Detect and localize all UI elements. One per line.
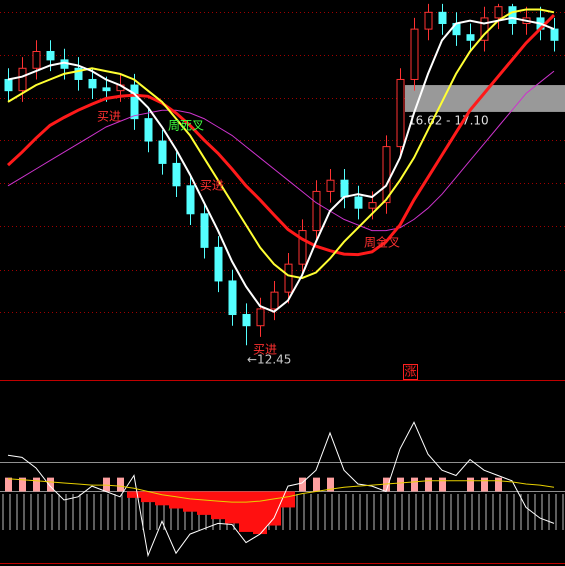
candle-body (270, 291, 279, 310)
ma-line (7, 8, 555, 280)
histogram-bar (141, 491, 155, 503)
ma-line (7, 16, 555, 313)
histogram-bar (397, 477, 404, 492)
candle-body (424, 11, 433, 30)
histogram-bar (313, 477, 320, 492)
candle-body (200, 213, 209, 248)
histogram-bar (253, 491, 267, 535)
candle-body (438, 11, 447, 25)
candle-body (158, 140, 167, 164)
annotation: 买进 (97, 110, 121, 124)
histogram-bar (127, 491, 141, 498)
candle-body (368, 202, 377, 209)
candle-body (102, 87, 111, 92)
indicator-line (7, 421, 555, 558)
histogram-bar (383, 477, 390, 492)
histogram-bar (239, 491, 253, 532)
candle-body (466, 34, 475, 41)
histogram-bar (33, 477, 40, 492)
histogram-bar (117, 477, 124, 492)
candle-body (508, 6, 517, 25)
candle-body (410, 28, 419, 80)
candle-body (4, 78, 13, 92)
indicator-line (7, 478, 555, 503)
price-band (405, 85, 565, 112)
candle-body (396, 78, 405, 148)
histogram-bar (103, 477, 110, 492)
candle-body (74, 67, 83, 80)
histogram-bar (411, 477, 418, 492)
candle-body (382, 146, 391, 204)
candle-body (172, 162, 181, 187)
candle-body (186, 185, 195, 215)
signal-label: 涨 (404, 364, 416, 379)
candle-body (298, 230, 307, 265)
candle-body (242, 314, 251, 327)
histogram-bar (439, 477, 446, 492)
annotation: 周金叉 (364, 235, 400, 250)
histogram-bar (299, 477, 306, 492)
candle-body (312, 190, 321, 232)
candle-body (46, 50, 55, 61)
histogram-bar (47, 477, 54, 492)
candle-body (326, 179, 335, 192)
annotation: ←12.45 (247, 353, 291, 367)
candle-body (32, 50, 41, 69)
candle-body (214, 246, 223, 282)
histogram-bar (467, 477, 474, 492)
candle-body (340, 179, 349, 198)
candle-body (480, 17, 489, 41)
histogram-bar (5, 477, 12, 492)
histogram-bar (327, 477, 334, 492)
histogram-bar (225, 491, 239, 524)
candle-body (284, 263, 293, 293)
histogram-bar (169, 491, 183, 509)
candle-body (550, 28, 559, 41)
ma-line (6, 14, 556, 257)
histogram-bar (19, 477, 26, 492)
histogram-bar (495, 477, 502, 492)
candle-body (18, 67, 27, 92)
candle-body (228, 280, 237, 316)
histogram-bar (211, 491, 225, 520)
candle-body (354, 196, 363, 209)
histogram-bar (481, 477, 488, 492)
ma-line (7, 70, 555, 232)
candle-body (494, 6, 503, 19)
annotation: 周死叉 (168, 119, 204, 133)
price-band-label: 16.62 - 17.10 (408, 113, 489, 127)
signal-box (403, 364, 418, 380)
candle-body (256, 308, 265, 327)
histogram-bar (425, 477, 432, 492)
histogram-bar (281, 491, 295, 508)
histogram-bar (197, 491, 211, 515)
annotation: 买进 (253, 343, 277, 357)
candle-body (88, 78, 97, 89)
histogram-bar (267, 491, 281, 526)
annotation: 买进 (200, 179, 224, 193)
histogram-bar (183, 491, 197, 512)
candle-body (144, 118, 153, 142)
candle-body (130, 84, 139, 120)
